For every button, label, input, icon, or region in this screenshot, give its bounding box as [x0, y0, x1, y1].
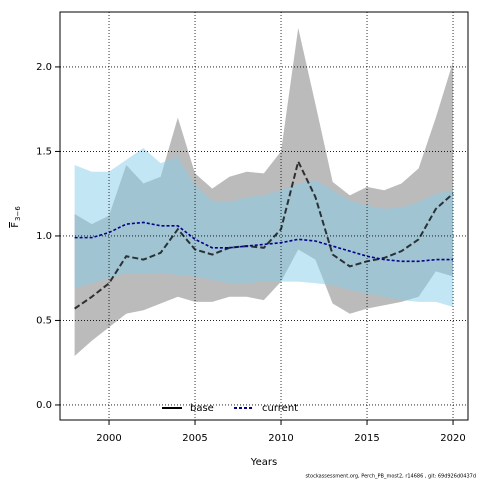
y-tick-label: 1.0: [36, 231, 52, 242]
footer: stockassessment.org, Perch_PB_most2, r14…: [305, 474, 476, 480]
x-axis-label: Years: [250, 457, 277, 468]
legend-label: base: [190, 403, 214, 414]
x-tick-label: 2020: [440, 433, 465, 444]
x-tick-label: 2015: [354, 433, 379, 444]
y-axis-label: F 3−6: [10, 206, 22, 228]
confidence-band: [74, 148, 454, 307]
y-tick-label: 0.0: [36, 400, 52, 411]
plot-frame: [59, 11, 469, 421]
y-label-sub: 3−6: [14, 206, 22, 221]
series-line: [74, 221, 454, 263]
x-tick-label: 2005: [182, 433, 207, 444]
y-tick-label: 0.5: [36, 315, 52, 326]
legend-label: current: [262, 403, 298, 414]
y-tick-label: 2.0: [36, 62, 52, 73]
y-label-main: F: [10, 222, 21, 228]
y-tick-label: 1.5: [36, 146, 52, 157]
x-tick-label: 2000: [96, 433, 121, 444]
series-line: [74, 158, 454, 310]
x-tick-label: 2010: [268, 433, 293, 444]
